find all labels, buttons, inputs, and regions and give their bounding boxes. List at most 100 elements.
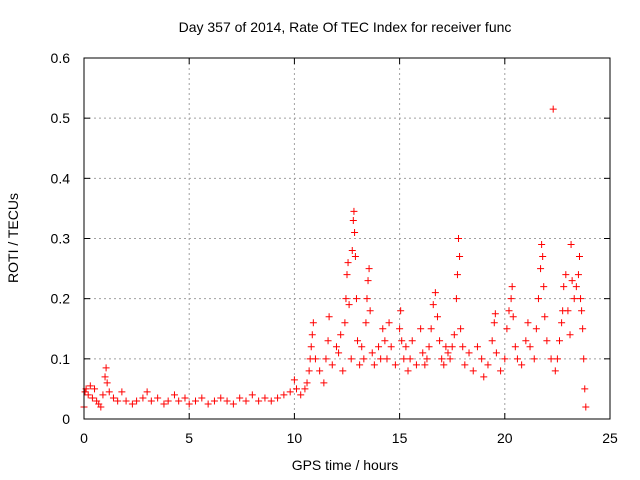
data-point [147, 397, 155, 405]
data-point [164, 397, 172, 405]
data-point [490, 319, 498, 327]
data-point [343, 271, 351, 279]
data-point [305, 367, 313, 375]
y-tick-label: 0.1 [51, 351, 71, 367]
data-point [320, 379, 328, 387]
data-point [402, 343, 410, 351]
data-point [375, 343, 383, 351]
data-point [335, 349, 343, 357]
data-point [567, 241, 575, 249]
x-tick-label: 15 [392, 430, 408, 446]
data-point [133, 397, 141, 405]
data-point [381, 337, 389, 345]
data-point [457, 325, 465, 333]
data-point [297, 391, 305, 399]
data-point [560, 283, 568, 291]
data-point [577, 295, 585, 303]
data-point [453, 271, 461, 279]
data-point [99, 391, 107, 399]
data-point [356, 361, 364, 369]
data-point [101, 373, 109, 381]
data-point [429, 301, 437, 309]
x-tick-labels: 0 5 10 15 20 25 [80, 430, 618, 446]
data-point [105, 388, 113, 396]
data-point [444, 349, 452, 357]
data-point [88, 394, 96, 402]
data-point [309, 319, 317, 327]
data-point [579, 325, 587, 333]
data-point [308, 331, 316, 339]
data-point [210, 397, 218, 405]
data-point [248, 391, 256, 399]
data-point [446, 355, 454, 363]
data-point [387, 343, 395, 351]
y-tick-label: 0.4 [51, 170, 71, 186]
data-point [465, 349, 473, 357]
data-point [532, 325, 540, 333]
data-point [580, 355, 588, 363]
data-point [370, 361, 378, 369]
data-point [524, 319, 532, 327]
data-point [575, 253, 583, 261]
data-point [349, 216, 357, 224]
data-point [456, 253, 464, 261]
data-point [501, 355, 509, 363]
y-tick-label: 0.6 [51, 50, 71, 66]
data-point [513, 355, 521, 363]
data-point [425, 343, 433, 351]
data-point [385, 319, 393, 327]
data-point [461, 361, 469, 369]
data-point [255, 397, 263, 405]
data-point [293, 385, 301, 393]
data-point [450, 331, 458, 339]
data-point [274, 394, 282, 402]
data-point [406, 355, 414, 363]
y-tick-label: 0 [62, 411, 70, 427]
data-point [578, 307, 586, 315]
data-point [364, 277, 372, 285]
data-point [118, 388, 126, 396]
data-point [455, 235, 463, 242]
data-point [198, 394, 206, 402]
data-point [242, 397, 250, 405]
data-point [534, 295, 542, 303]
data-point [348, 247, 356, 255]
data-point [261, 394, 269, 402]
data-point [547, 355, 555, 363]
data-point [423, 355, 431, 363]
data-point [328, 361, 336, 369]
x-tick-label: 20 [497, 430, 513, 446]
y-tick-labels: 0 0.1 0.2 0.3 0.4 0.5 0.6 [51, 50, 71, 427]
data-point [522, 337, 530, 345]
data-point [160, 400, 168, 408]
data-point [351, 228, 359, 236]
data-point [236, 394, 244, 402]
data-point [352, 295, 360, 303]
data-point [511, 343, 519, 351]
x-tick-label: 5 [185, 430, 193, 446]
data-point [417, 325, 425, 333]
data-point [192, 397, 200, 405]
data-point [440, 361, 448, 369]
data-point [354, 337, 362, 345]
x-axis-label: GPS time / hours [292, 457, 399, 473]
data-point [508, 283, 516, 291]
data-point [480, 373, 488, 381]
data-point [391, 361, 399, 369]
data-point [185, 400, 193, 408]
data-point [97, 403, 105, 411]
data-point [509, 313, 517, 321]
data-point [365, 265, 373, 273]
data-point [324, 337, 332, 345]
data-point [551, 367, 559, 375]
axis-ticks [83, 57, 611, 420]
y-tick-label: 0.2 [51, 291, 71, 307]
data-point [358, 343, 366, 351]
data-point [351, 253, 359, 261]
data-point [103, 379, 111, 387]
y-axis-label: ROTI / TECUs [5, 193, 21, 283]
data-point [114, 397, 122, 405]
data-point [537, 265, 545, 273]
data-point [448, 343, 456, 351]
